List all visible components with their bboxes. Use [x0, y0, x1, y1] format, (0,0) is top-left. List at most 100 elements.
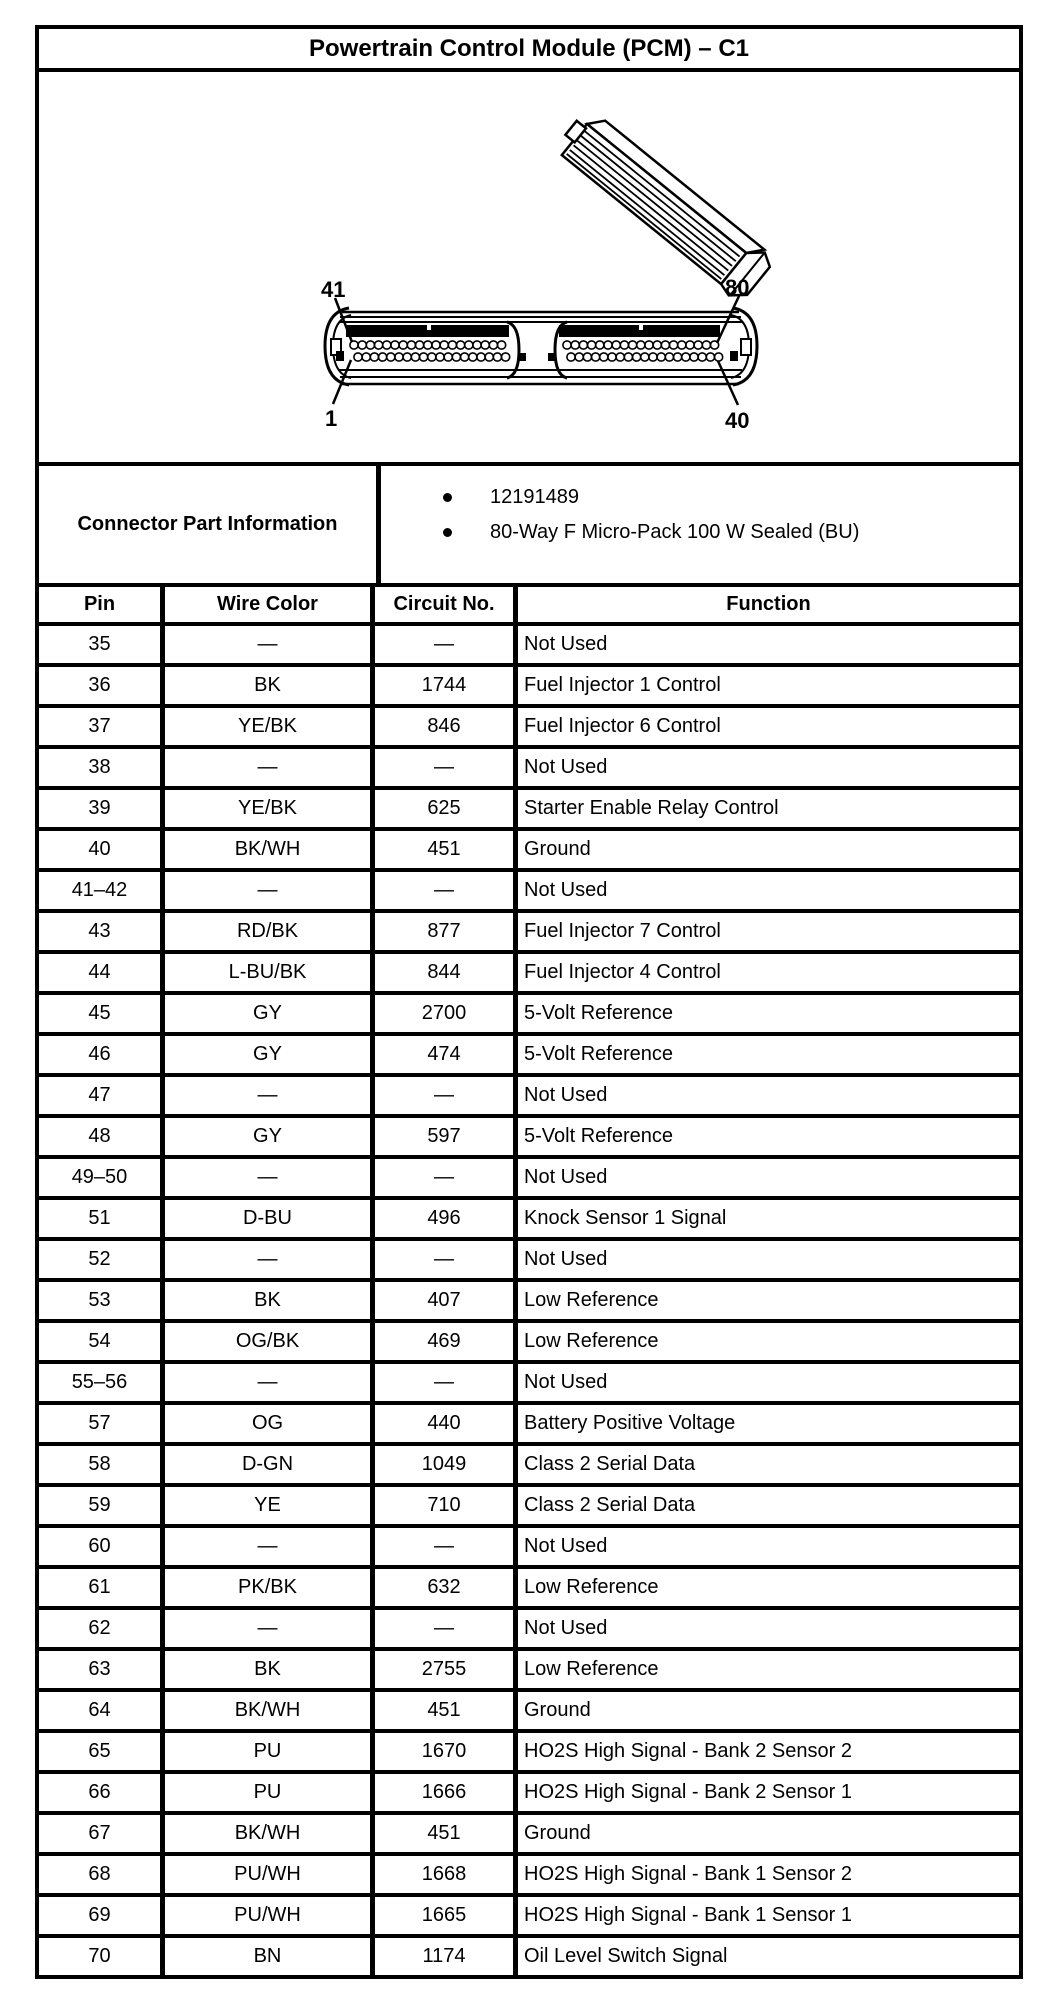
- circuit-no-cell: 1665: [375, 1897, 513, 1934]
- function-cell: Battery Positive Voltage: [518, 1405, 1019, 1442]
- table-row: 41–42 — — Not Used: [39, 872, 1019, 909]
- part-info-bullets: 12191489 80-Way F Micro-Pack 100 W Seale…: [381, 466, 1019, 583]
- pin-cell: 48: [39, 1118, 160, 1155]
- function-cell: Not Used: [518, 1610, 1019, 1647]
- table-row: 52 — — Not Used: [39, 1241, 1019, 1278]
- function-cell: Not Used: [518, 1364, 1019, 1401]
- table-row: 69 PU/WH 1665 HO2S High Signal - Bank 1 …: [39, 1897, 1019, 1934]
- table-row: 48 GY 597 5-Volt Reference: [39, 1118, 1019, 1155]
- wire-color-cell: RD/BK: [165, 913, 370, 950]
- function-cell: Low Reference: [518, 1651, 1019, 1688]
- circuit-no-cell: 2700: [375, 995, 513, 1032]
- function-cell: Not Used: [518, 749, 1019, 786]
- pin-cell: 36: [39, 667, 160, 704]
- circuit-no-cell: 440: [375, 1405, 513, 1442]
- function-cell: Starter Enable Relay Control: [518, 790, 1019, 827]
- wire-color-cell: BN: [165, 1938, 370, 1975]
- title-row: Powertrain Control Module (PCM) – C1: [39, 29, 1019, 68]
- wire-color-cell: YE/BK: [165, 790, 370, 827]
- function-cell: Fuel Injector 1 Control: [518, 667, 1019, 704]
- table-row: 38 — — Not Used: [39, 749, 1019, 786]
- circuit-no-cell: 877: [375, 913, 513, 950]
- table-row: 65 PU 1670 HO2S High Signal - Bank 2 Sen…: [39, 1733, 1019, 1770]
- circuit-no-cell: 2755: [375, 1651, 513, 1688]
- circuit-no-cell: 451: [375, 1692, 513, 1729]
- part-info-label: Connector Part Information: [39, 466, 376, 583]
- pin-cell: 61: [39, 1569, 160, 1606]
- function-cell: Class 2 Serial Data: [518, 1487, 1019, 1524]
- wire-color-cell: PU/WH: [165, 1897, 370, 1934]
- pin-label-bottom-right: 40: [725, 408, 749, 433]
- pin-cell: 51: [39, 1200, 160, 1237]
- function-cell: Ground: [518, 831, 1019, 868]
- wire-color-cell: OG/BK: [165, 1323, 370, 1360]
- function-cell: Low Reference: [518, 1282, 1019, 1319]
- function-cell: HO2S High Signal - Bank 2 Sensor 2: [518, 1733, 1019, 1770]
- pin-cell: 47: [39, 1077, 160, 1114]
- pin-cell: 69: [39, 1897, 160, 1934]
- pin-cell: 67: [39, 1815, 160, 1852]
- circuit-no-cell: 632: [375, 1569, 513, 1606]
- table-row: 40 BK/WH 451 Ground: [39, 831, 1019, 868]
- pin-cell: 53: [39, 1282, 160, 1319]
- table-row: 61 PK/BK 632 Low Reference: [39, 1569, 1019, 1606]
- pin-cell: 43: [39, 913, 160, 950]
- wire-color-cell: YE: [165, 1487, 370, 1524]
- pin-cell: 64: [39, 1692, 160, 1729]
- pin-cell: 65: [39, 1733, 160, 1770]
- pin-cell: 57: [39, 1405, 160, 1442]
- wire-color-cell: —: [165, 1610, 370, 1647]
- pin-cell: 68: [39, 1856, 160, 1893]
- wire-color-cell: —: [165, 1241, 370, 1278]
- wire-color-cell: —: [165, 1364, 370, 1401]
- function-cell: Not Used: [518, 1159, 1019, 1196]
- wire-color-cell: BK/WH: [165, 1815, 370, 1852]
- connector-front-view: [323, 295, 759, 406]
- pin-cell: 38: [39, 749, 160, 786]
- pinout-table: Powertrain Control Module (PCM) – C1: [35, 25, 1023, 1979]
- wire-color-cell: PU/WH: [165, 1856, 370, 1893]
- pin-cell: 70: [39, 1938, 160, 1975]
- bullet-icon: [443, 528, 452, 537]
- wire-color-cell: PU: [165, 1774, 370, 1811]
- pin-cavities-left: [349, 340, 511, 362]
- circuit-no-cell: 474: [375, 1036, 513, 1073]
- wire-color-cell: D-BU: [165, 1200, 370, 1237]
- wire-color-cell: —: [165, 1077, 370, 1114]
- circuit-no-cell: 1668: [375, 1856, 513, 1893]
- wire-color-cell: GY: [165, 995, 370, 1032]
- circuit-no-cell: 1744: [375, 667, 513, 704]
- circuit-no-cell: 1670: [375, 1733, 513, 1770]
- table-row: 57 OG 440 Battery Positive Voltage: [39, 1405, 1019, 1442]
- circuit-no-cell: —: [375, 1528, 513, 1565]
- part-info-row: Connector Part Information 12191489 80-W…: [39, 466, 1019, 583]
- circuit-no-cell: 846: [375, 708, 513, 745]
- circuit-no-cell: —: [375, 749, 513, 786]
- function-cell: Knock Sensor 1 Signal: [518, 1200, 1019, 1237]
- function-cell: Fuel Injector 7 Control: [518, 913, 1019, 950]
- wire-color-cell: PU: [165, 1733, 370, 1770]
- wire-color-cell: BK/WH: [165, 1692, 370, 1729]
- pin-cell: 44: [39, 954, 160, 991]
- circuit-no-cell: 1666: [375, 1774, 513, 1811]
- bullet-icon: [443, 493, 452, 502]
- table-row: 47 — — Not Used: [39, 1077, 1019, 1114]
- circuit-no-cell: —: [375, 1159, 513, 1196]
- header-circuit-no: Circuit No.: [375, 587, 513, 622]
- table-row: 58 D-GN 1049 Class 2 Serial Data: [39, 1446, 1019, 1483]
- table-row: 59 YE 710 Class 2 Serial Data: [39, 1487, 1019, 1524]
- table-row: 37 YE/BK 846 Fuel Injector 6 Control: [39, 708, 1019, 745]
- pin-cell: 39: [39, 790, 160, 827]
- function-cell: HO2S High Signal - Bank 1 Sensor 2: [518, 1856, 1019, 1893]
- pin-cell: 59: [39, 1487, 160, 1524]
- wire-color-cell: —: [165, 749, 370, 786]
- table-row: 45 GY 2700 5-Volt Reference: [39, 995, 1019, 1032]
- table-row: 35 — — Not Used: [39, 626, 1019, 663]
- pin-cavities-right: [562, 340, 724, 362]
- connector-sheet: Powertrain Control Module (PCM) – C1: [35, 25, 1023, 1979]
- pin-cell: 55–56: [39, 1364, 160, 1401]
- table-row: 55–56 — — Not Used: [39, 1364, 1019, 1401]
- function-cell: 5-Volt Reference: [518, 1036, 1019, 1073]
- table-row: 39 YE/BK 625 Starter Enable Relay Contro…: [39, 790, 1019, 827]
- wire-color-cell: GY: [165, 1118, 370, 1155]
